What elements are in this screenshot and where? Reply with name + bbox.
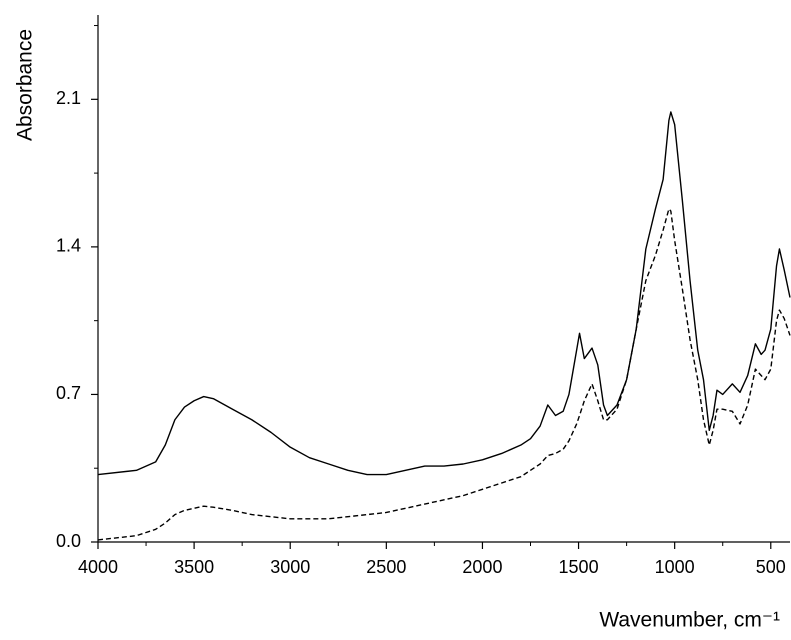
y-tick-label: 2.1 [56,88,81,108]
x-tick-label: 1000 [655,557,695,577]
y-tick-label: 0.0 [56,531,81,551]
x-tick-label: 4000 [78,557,118,577]
x-tick-label: 3500 [174,557,214,577]
y-tick-label: 0.7 [56,383,81,403]
y-axis-title: Absorbance [14,29,37,141]
x-tick-label: 2500 [366,557,406,577]
x-axis-title: Wavenumber, cm⁻¹ [599,609,780,632]
x-tick-label: 1500 [559,557,599,577]
spectrum-line [97,111,791,476]
x-tick-label: 2000 [462,557,502,577]
x-tick-label: 3000 [270,557,310,577]
spectrum-line [97,208,791,541]
x-tick-label: 500 [756,557,786,577]
y-tick-label: 1.4 [56,236,81,256]
